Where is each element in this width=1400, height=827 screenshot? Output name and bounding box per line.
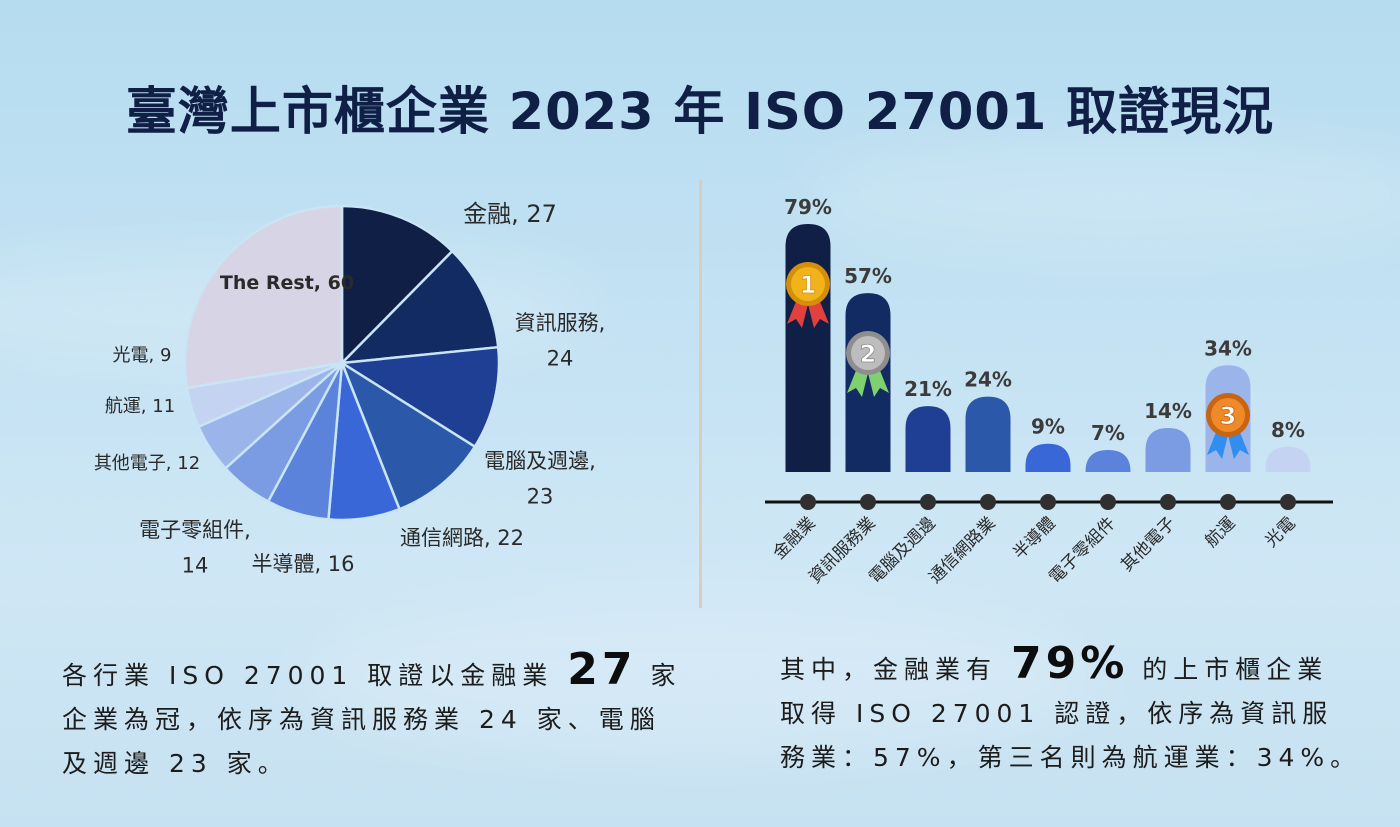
bar-value-label: 34% (1204, 336, 1252, 360)
pie-label: 半導體, 16 (251, 552, 354, 576)
gold-medal-icon: 1 (786, 262, 830, 328)
pie-label: 電子零組件, 14 (139, 518, 251, 578)
medal-rank: 1 (800, 271, 817, 299)
caption-right: 其中，金融業有 79% 的上市櫃企業 取得 ISO 27001 認證，依序為資訊… (780, 642, 1361, 780)
bar (1145, 428, 1191, 472)
bar-value-label: 8% (1271, 418, 1305, 442)
axis-dot (1280, 494, 1296, 510)
pie-slice (338, 249, 500, 365)
divider (699, 180, 702, 608)
axis-dot (1160, 494, 1176, 510)
axis-dot (860, 494, 876, 510)
medal-rank: 3 (1220, 402, 1237, 430)
axis-dot (1100, 494, 1116, 510)
caption-right-highlight: 79% (1010, 638, 1129, 689)
caption-left: 各行業 ISO 27001 取證以金融業 27 家 企業為冠，依序為資訊服務業 … (62, 648, 681, 786)
pie-slice (340, 204, 454, 367)
pie-slice (183, 204, 344, 390)
bronze-medal-icon: 3 (1206, 393, 1250, 459)
axis-dot (800, 494, 816, 510)
bar-category-label: 光電 (1261, 513, 1299, 551)
pie-label: 光電, 9 (113, 345, 172, 366)
caption-right-line1-post: 的上市櫃企業 (1142, 655, 1329, 684)
bar (965, 396, 1011, 472)
silver-medal-icon: 2 (846, 331, 890, 397)
caption-left-line1-post: 家 (650, 661, 682, 690)
bar (1085, 450, 1131, 472)
pie-label: 其他電子, 12 (94, 453, 200, 474)
axis-dot (1220, 494, 1236, 510)
bar-category-label: 半導體 (1009, 513, 1059, 563)
bar-value-label: 7% (1091, 421, 1125, 445)
pie-slice (339, 359, 477, 511)
caption-right-line3: 務業：57%，第三名則為航運業：34%。 (780, 743, 1362, 772)
pie-label: 資訊服務, 24 (515, 311, 606, 371)
bar-value-label: 14% (1144, 399, 1192, 423)
pie-label: 通信網路, 22 (400, 526, 524, 550)
caption-left-highlight: 27 (567, 644, 637, 695)
bar-value-label: 24% (964, 368, 1012, 392)
pie-slice (338, 345, 501, 449)
bar (1265, 446, 1311, 472)
pie-chart: 金融, 27 資訊服務, 24 電腦及週邊, 23 通信網路, 22 半導體, 16電子零組… (94, 200, 606, 578)
bar-value-label: 79% (784, 195, 832, 219)
axis-dot (920, 494, 936, 510)
bar-chart: 79%57%21% 24%9% 7%14%34%8%金融業資訊服務業電腦及週邊通信網… (765, 195, 1333, 588)
bar (1025, 443, 1071, 472)
caption-left-line1-pre: 各行業 ISO 27001 取證以金融業 (62, 661, 554, 690)
pie-label: The Rest, 60 (220, 272, 354, 294)
bar (905, 406, 951, 472)
pie-label: 金融, 27 (463, 200, 557, 228)
bar-value-label: 9% (1031, 415, 1065, 439)
caption-right-line2: 取得 ISO 27001 認證，依序為資訊服 (780, 699, 1334, 728)
bar (785, 224, 831, 472)
bar-category-label: 其他電子 (1117, 513, 1179, 575)
bar-category-label: 金融業 (769, 513, 819, 563)
bar-category-label: 航運 (1201, 513, 1239, 551)
axis-dot (980, 494, 996, 510)
bar-value-label: 57% (844, 264, 892, 288)
pie-label: 電腦及週邊, 23 (484, 449, 596, 509)
axis-dot (1040, 494, 1056, 510)
caption-left-line2: 企業為冠，依序為資訊服務業 24 家、電腦 (62, 705, 661, 734)
bar-value-label: 21% (904, 377, 952, 401)
pie-label: 航運, 11 (105, 396, 175, 417)
caption-left-line3: 及週邊 23 家。 (62, 749, 289, 778)
medal-rank: 2 (860, 340, 877, 368)
caption-right-line1-pre: 其中，金融業有 (780, 655, 998, 684)
page-title: 臺灣上市櫃企業 2023 年 ISO 27001 取證現況 (125, 83, 1275, 142)
